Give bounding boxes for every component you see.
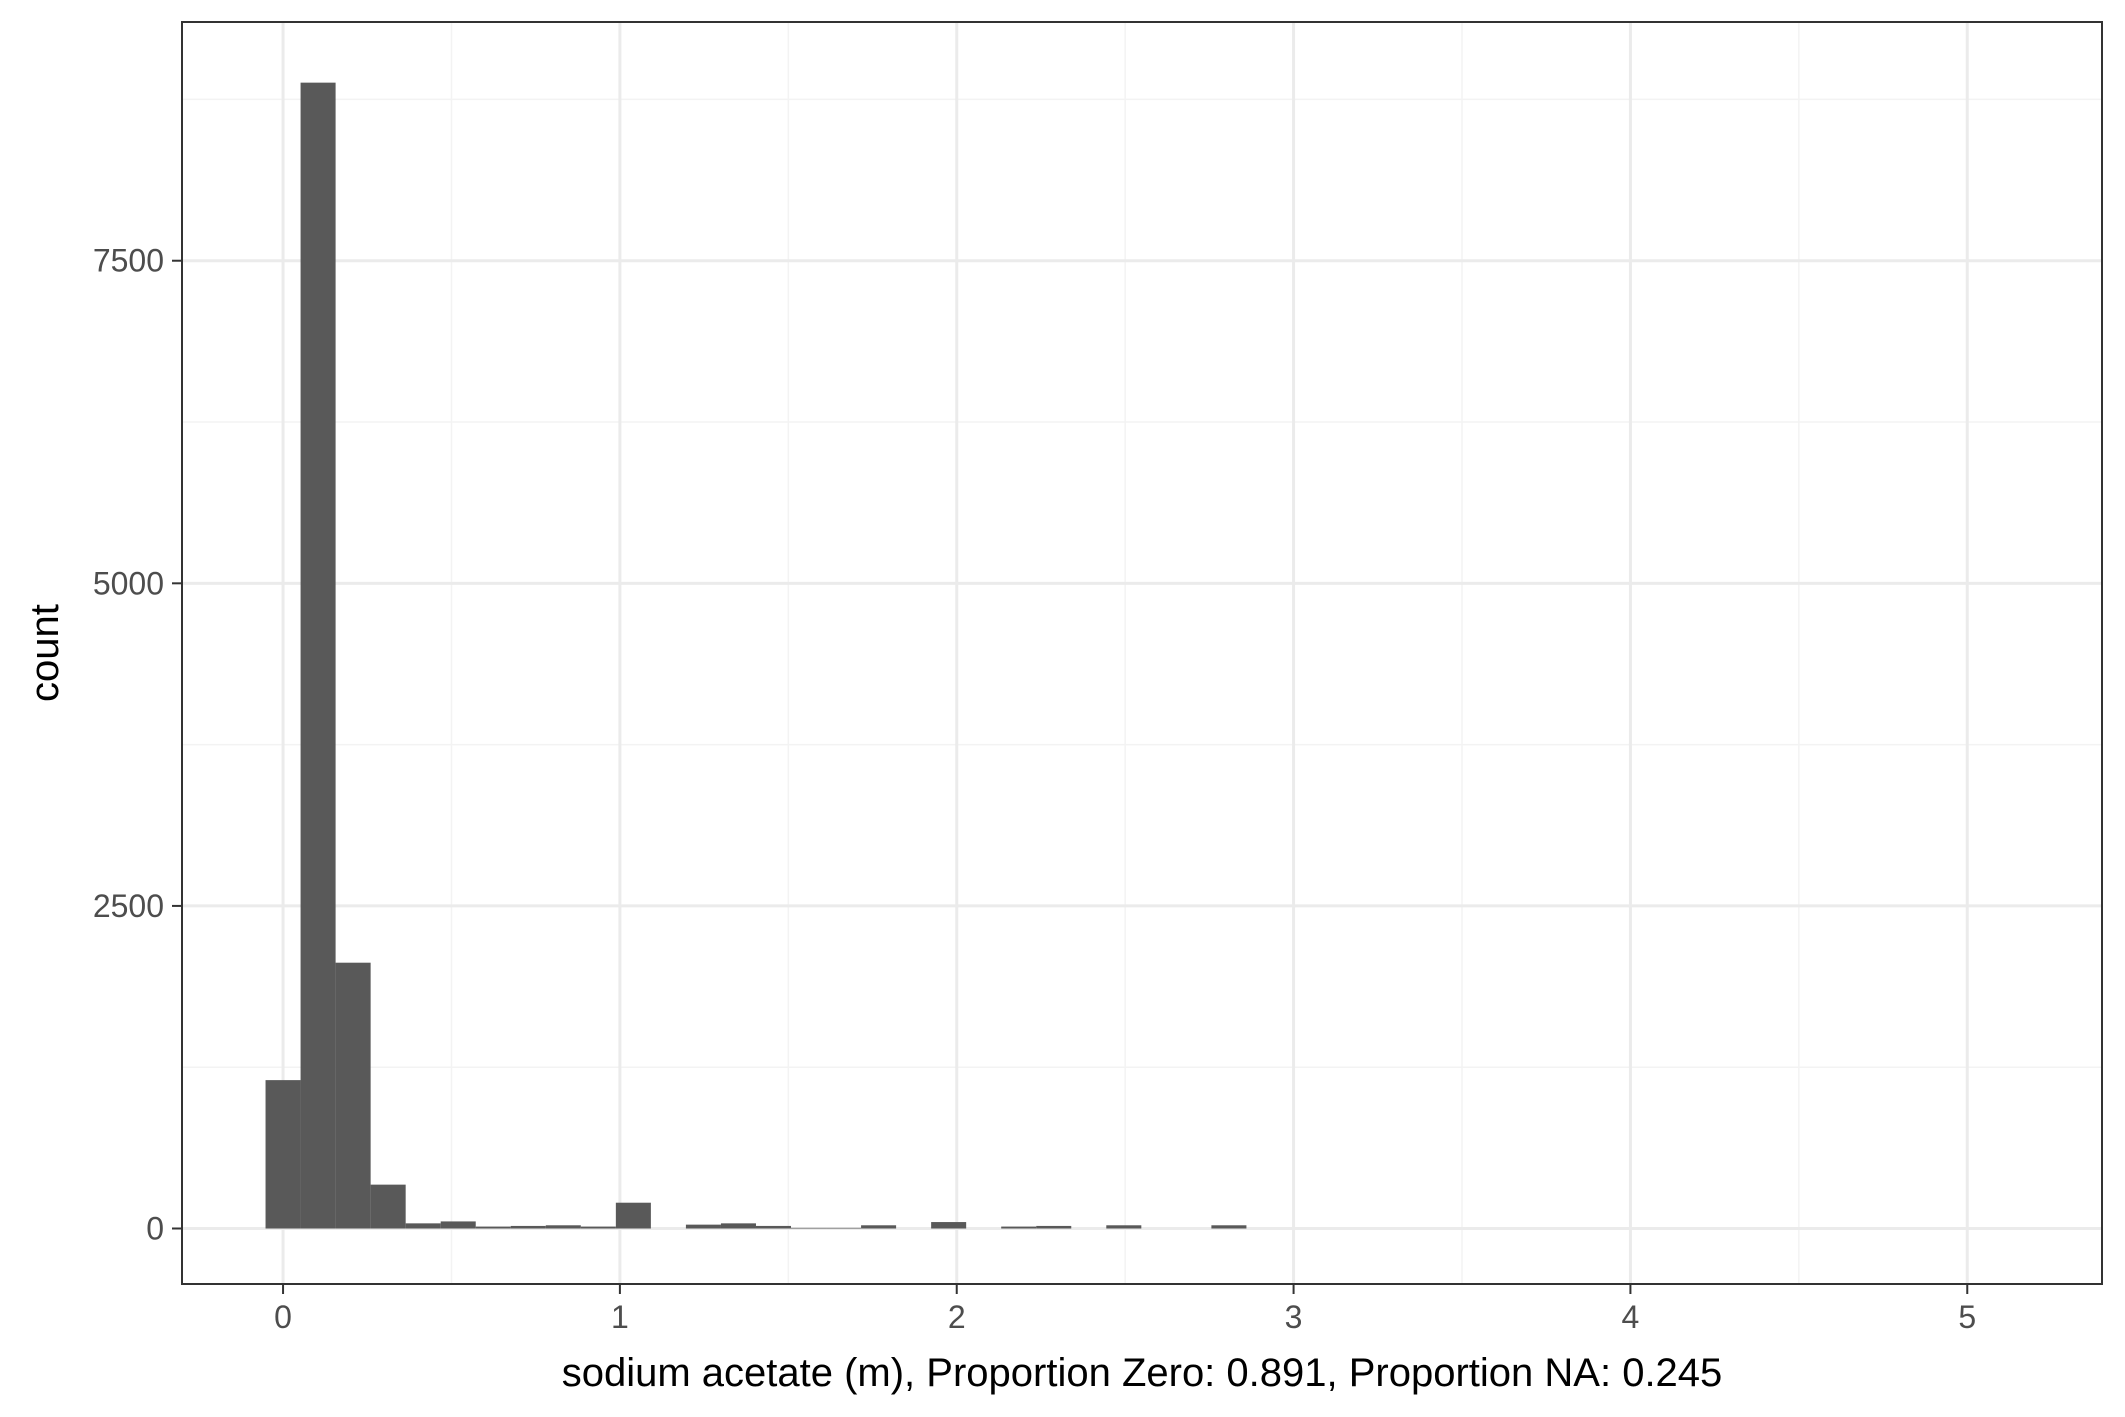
- histogram-bar: [335, 962, 371, 1229]
- histogram-bar: [475, 1226, 511, 1229]
- histogram-bar: [1106, 1225, 1142, 1229]
- histogram-bar: [265, 1080, 301, 1229]
- histogram-bar: [755, 1225, 792, 1229]
- minor-grid: [182, 22, 2102, 1284]
- x-tick-label: 5: [1958, 1299, 1976, 1335]
- x-axis-ticks: 0 1 2 3 4 5: [274, 1284, 1976, 1335]
- y-axis-title: count: [23, 604, 67, 702]
- histogram-bar: [861, 1225, 897, 1229]
- histogram-bar: [510, 1225, 546, 1229]
- histogram-bar: [300, 82, 336, 1229]
- x-tick-label: 1: [611, 1299, 629, 1335]
- histogram-bar: [791, 1227, 827, 1229]
- histogram-bar: [1211, 1225, 1247, 1229]
- histogram-bar: [615, 1202, 651, 1229]
- panel-border: [181, 21, 2103, 1285]
- x-tick-label: 2: [948, 1299, 966, 1335]
- histogram-bar: [720, 1223, 756, 1229]
- x-tick-label: 4: [1622, 1299, 1640, 1335]
- y-tick-label: 2500: [93, 888, 164, 924]
- y-tick-label: 5000: [93, 565, 164, 601]
- histogram-bar: [931, 1222, 967, 1229]
- histogram-bar: [440, 1221, 476, 1229]
- x-tick-label: 3: [1285, 1299, 1303, 1335]
- histogram-bar: [1036, 1225, 1072, 1229]
- histogram-bar: [545, 1225, 581, 1229]
- histogram-bar: [685, 1224, 721, 1229]
- histogram-bar: [826, 1227, 862, 1229]
- histogram-bar: [1001, 1226, 1037, 1229]
- x-tick-label: 0: [274, 1299, 292, 1335]
- histogram-bar: [370, 1184, 406, 1229]
- x-axis-title: sodium acetate (m), Proportion Zero: 0.8…: [562, 1351, 1723, 1395]
- y-axis-ticks: 0 2500 5000 7500: [93, 243, 182, 1247]
- y-tick-label: 0: [146, 1211, 164, 1247]
- histogram-bar: [580, 1226, 616, 1229]
- histogram-bar: [405, 1223, 441, 1229]
- histogram-bars: [265, 82, 1247, 1229]
- y-tick-label: 7500: [93, 243, 164, 279]
